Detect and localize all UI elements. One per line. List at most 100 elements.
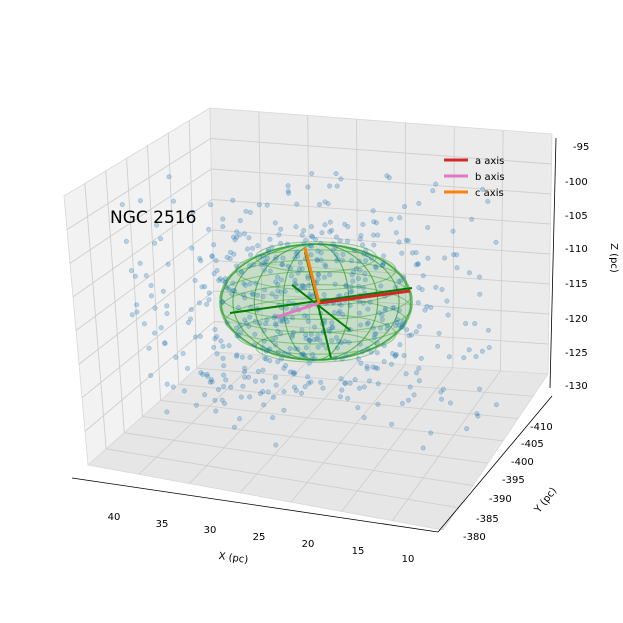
star-point [400,321,406,327]
ellipsoid-meridian [232,243,400,361]
star-point [230,197,236,203]
star-point [338,340,344,346]
star-point [336,310,342,316]
star-point [477,386,483,392]
star-point [273,322,279,328]
star-point [257,390,264,397]
star-point [363,247,369,253]
star-point [241,369,248,375]
star-point [209,254,215,260]
star-point [283,363,289,369]
star-point [403,237,409,243]
star-point [314,257,320,264]
star-point [295,346,301,352]
star-point [160,288,166,294]
star-point [165,261,171,267]
star-point [273,335,279,341]
star-point [276,232,282,238]
star-point [227,256,233,262]
star-point [381,343,387,349]
star-point [253,280,259,286]
star-point [247,354,253,360]
star-point [273,294,279,300]
star-point [330,325,336,331]
star-point [329,320,335,326]
star-point [327,229,333,235]
star-point [241,231,247,237]
star-point [306,282,312,288]
star-point [340,251,346,258]
star-point [345,224,351,230]
star-point [342,338,348,344]
star-point [190,209,196,216]
star-point [158,236,164,242]
star-point [295,270,301,276]
star-point [364,321,370,327]
chart-title: NGC 2516 [110,208,196,228]
star-point [200,371,206,377]
star-point [279,261,286,267]
ellipsoid-meridian [282,243,350,361]
ellipsoid-parallel [220,284,412,333]
star-point [287,345,293,352]
star-point [290,332,296,338]
star-point [263,348,269,354]
star-point [212,336,218,342]
star-point [247,281,253,287]
star-point [260,378,266,384]
star-point [301,352,307,358]
star-point [337,394,343,400]
star-point [275,349,281,355]
x-tick: 15 [352,546,365,557]
legend: a axis b axis c axis [444,156,505,199]
star-point [244,246,251,252]
star-point [438,389,444,395]
star-point [217,276,223,282]
grid-line [142,416,489,464]
star-point [334,258,340,264]
star-point [262,262,268,268]
star-point [128,268,134,274]
star-point [381,253,387,259]
star-point [289,315,295,321]
star-point [461,355,467,361]
star-point [207,379,213,385]
star-point [222,276,228,282]
star-point [164,409,170,415]
star-point [323,263,329,270]
star-point [262,287,268,293]
star-point [404,327,410,333]
star-point [306,380,312,386]
star-point [281,350,287,356]
star-point [242,365,248,371]
star-point [374,365,381,371]
x-tick: 20 [302,539,315,550]
grid-line [160,399,504,442]
star-point [305,318,311,324]
star-point [403,371,409,377]
star-point [290,369,296,375]
star-point [463,320,469,327]
star-point [307,338,313,344]
star-point [292,255,298,261]
grid-line [124,432,474,486]
star-point [466,347,472,353]
star-point [260,389,266,395]
star-point [134,309,140,315]
star-point [450,228,456,234]
star-point [220,355,226,361]
star-point [360,221,366,227]
z-tick: -115 [565,279,588,290]
star-point [360,300,366,306]
star-point [370,364,376,370]
star-point [166,174,172,180]
ellipsoid-parallel [255,331,377,363]
star-point [373,331,379,337]
star-point [342,221,348,227]
star-point [315,344,321,350]
star-point [399,250,405,256]
star-point [310,352,316,358]
star-point [273,382,279,388]
star-point [240,383,246,389]
